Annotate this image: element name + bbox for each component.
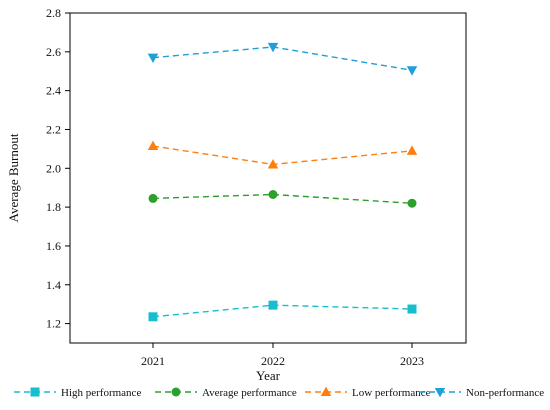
series-line: [152, 193, 413, 204]
legend-marker: [434, 387, 446, 398]
y-tick-label: 2.2: [46, 122, 61, 136]
legend-label: Low performance: [352, 387, 431, 399]
y-tick-label: 1.8: [46, 200, 61, 214]
y-tick-label: 2.0: [46, 161, 61, 175]
series-line: [152, 145, 413, 166]
data-point: [407, 304, 417, 314]
legend: High performance Average performance Low p…: [14, 386, 544, 399]
x-tick-label: 2023: [400, 354, 424, 368]
legend-item-high-performance: High performance: [14, 387, 141, 399]
x-tick-label: 2021: [141, 354, 165, 368]
series-layer: [147, 42, 418, 322]
y-axis-label: Average Burnout: [6, 133, 21, 222]
data-point: [268, 300, 278, 310]
series-low-performance: [147, 140, 418, 169]
data-point: [147, 53, 159, 64]
data-point: [148, 193, 158, 203]
y-tick-label: 2.4: [46, 84, 61, 98]
legend-label: High performance: [61, 387, 141, 399]
x-axis: 2021 2022 2023: [141, 343, 424, 368]
data-point: [267, 42, 279, 53]
data-point: [267, 159, 279, 169]
data-point: [268, 190, 278, 199]
series-non-performance: [147, 42, 418, 76]
y-tick-label: 2.6: [46, 45, 61, 59]
x-axis-label: Year: [256, 368, 281, 383]
legend-label: Non-performance: [466, 387, 544, 399]
y-tick-label: 2.8: [46, 6, 61, 20]
data-point: [147, 140, 159, 151]
y-tick-label: 1.2: [46, 317, 61, 331]
legend-label: Average performance: [202, 387, 297, 399]
data-point: [148, 312, 158, 322]
data-point: [406, 66, 418, 76]
legend-marker: [30, 387, 40, 397]
series-line: [152, 46, 413, 71]
plot-frame: [69, 12, 467, 344]
y-tick-label: 1.4: [46, 278, 61, 292]
legend-marker: [171, 387, 181, 397]
y-axis: 1.2 1.4 1.6 1.8 2.0 2.2 2.4 2.6 2.8: [46, 6, 70, 331]
series-line: [152, 304, 413, 318]
y-tick-label: 1.6: [46, 239, 61, 253]
legend-marker: [320, 386, 332, 397]
legend-item-average-performance: Average performance: [155, 387, 297, 399]
series-average-performance: [148, 190, 417, 208]
series-high-performance: [148, 300, 417, 322]
x-tick-label: 2022: [261, 354, 285, 368]
data-point: [406, 145, 418, 155]
legend-item-non-performance: Non-performance: [419, 387, 544, 399]
legend-item-low-performance: Low performance: [305, 386, 431, 399]
data-point: [407, 198, 417, 208]
